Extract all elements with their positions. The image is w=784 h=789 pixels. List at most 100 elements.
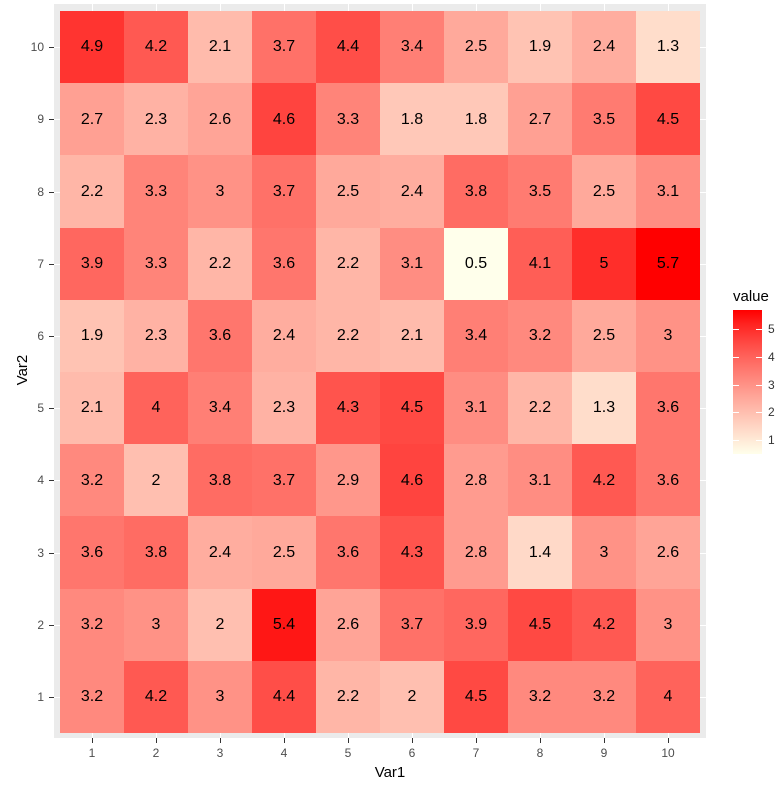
heatmap-cell: 0.5 (444, 227, 508, 301)
heatmap-cell: 3.7 (252, 155, 316, 229)
heatmap-cell: 2.8 (444, 444, 508, 517)
y-tick-label: 6 (37, 328, 44, 343)
x-tick-label: 9 (600, 746, 608, 760)
y-tick-label: 8 (37, 184, 44, 199)
heatmap-cell: 3.4 (444, 299, 508, 373)
y-tick-label: 7 (37, 256, 44, 271)
x-tick (668, 738, 669, 743)
heatmap-cell: 2.2 (60, 155, 124, 229)
heatmap-cell: 3.2 (60, 660, 124, 734)
heatmap-cell: 2.5 (252, 516, 316, 590)
legend-tick (733, 440, 739, 442)
heatmap-cell: 3.6 (636, 372, 700, 445)
heatmap-cell: 2.1 (188, 11, 252, 84)
y-tick-label: 3 (37, 545, 44, 560)
legend-tick (756, 329, 762, 331)
heatmap-cell: 3.1 (444, 372, 508, 445)
y-tick-label: 10 (30, 40, 44, 55)
x-tick-label: 7 (472, 746, 480, 760)
heatmap-cell: 2.2 (316, 660, 380, 734)
heatmap-cell: 1.9 (60, 299, 124, 373)
heatmap-cell: 3 (124, 588, 188, 662)
heatmap-cell: 4.2 (572, 588, 636, 662)
legend-tick-label: 3 (768, 377, 775, 392)
y-tick (49, 552, 54, 554)
x-tick (284, 738, 285, 743)
y-tick (49, 408, 54, 410)
heatmap-cell: 2.2 (316, 299, 380, 373)
heatmap-cell: 3.2 (508, 299, 572, 373)
heatmap-cell: 3.7 (252, 444, 316, 517)
heatmap-cell: 3.7 (380, 588, 444, 662)
heatmap-cell: 3.1 (636, 155, 700, 229)
x-tick-label: 10 (661, 746, 675, 760)
y-tick-label: 9 (37, 112, 44, 127)
heatmap-cell: 2.2 (316, 227, 380, 301)
heatmap-cell: 3.7 (252, 11, 316, 84)
heatmap-cell: 3.4 (188, 372, 252, 445)
x-tick (156, 738, 157, 743)
heatmap-cell: 2.5 (572, 155, 636, 229)
heatmap-cell: 3.5 (508, 155, 572, 229)
heatmap-cell: 4.1 (508, 227, 572, 301)
legend-tick-label: 2 (768, 405, 775, 420)
heatmap-cell: 4 (124, 372, 188, 445)
heatmap-cell: 3.4 (380, 11, 444, 84)
y-tick-label: 2 (37, 617, 44, 632)
legend-tick-label: 4 (768, 350, 775, 365)
heatmap-cell: 3.2 (60, 588, 124, 662)
heatmap-cell: 3.2 (572, 660, 636, 734)
legend-tick-label: 1 (768, 433, 775, 448)
heatmap-cell: 3.1 (508, 444, 572, 517)
heatmap-cell: 1.4 (508, 516, 572, 590)
heatmap-cell: 3.8 (124, 516, 188, 590)
heatmap-cell: 2.7 (60, 83, 124, 156)
x-tick-label: 5 (344, 746, 352, 760)
y-tick (49, 263, 54, 265)
heatmap-cell: 4.3 (380, 516, 444, 590)
x-tick (412, 738, 413, 743)
legend-title: value (733, 288, 769, 305)
heatmap-cell: 4.4 (316, 11, 380, 84)
plot-panel: 4.9 4.2 2.1 3.7 4.4 3.4 2.5 1.9 2.4 1.3 2.7 2.3 2.6 4… (54, 4, 706, 738)
y-tick-label: 5 (37, 401, 44, 416)
heatmap-cell: 4.6 (252, 83, 316, 156)
legend-tick-label: 5 (768, 322, 775, 337)
x-tick-label: 2 (152, 746, 160, 760)
x-tick (348, 738, 349, 743)
heatmap-cell: 2.6 (636, 516, 700, 590)
heatmap-cell: 2.3 (124, 83, 188, 156)
heatmap-cell: 4.5 (380, 372, 444, 445)
x-tick (604, 738, 605, 743)
legend-tick (733, 384, 739, 386)
x-tick-label: 3 (216, 746, 224, 760)
heatmap-cell: 3.8 (188, 444, 252, 517)
x-tick-label: 4 (280, 746, 288, 760)
legend-tick (756, 412, 762, 414)
heatmap-cell: 1.3 (572, 372, 636, 445)
heatmap-cell: 3.9 (60, 227, 124, 301)
heatmap-cell: 2.6 (316, 588, 380, 662)
heatmap-cell: 5.4 (252, 588, 316, 662)
x-tick-label: 1 (88, 746, 96, 760)
heatmap-cell: 3.3 (316, 83, 380, 156)
heatmap-cell: 2.5 (316, 155, 380, 229)
heatmap-cell: 3.6 (188, 299, 252, 373)
x-tick-label: 8 (536, 746, 544, 760)
heatmap-cell: 4 (636, 660, 700, 734)
legend-tick (733, 357, 739, 359)
heatmap-cell: 2 (124, 444, 188, 517)
heatmap-cell: 3.3 (124, 155, 188, 229)
heatmap-cell: 3 (636, 588, 700, 662)
heatmap-cell: 4.5 (508, 588, 572, 662)
y-tick (49, 696, 54, 698)
heatmap-cell: 3.1 (380, 227, 444, 301)
heatmap-cell: 4.2 (124, 660, 188, 734)
heatmap-cell: 5.7 (636, 227, 700, 301)
heatmap-cell: 4.2 (124, 11, 188, 84)
heatmap-cell: 3.2 (508, 660, 572, 734)
heatmap-cell: 3 (188, 155, 252, 229)
legend-tick (756, 384, 762, 386)
heatmap-cell: 2.5 (572, 299, 636, 373)
x-tick (92, 738, 93, 743)
